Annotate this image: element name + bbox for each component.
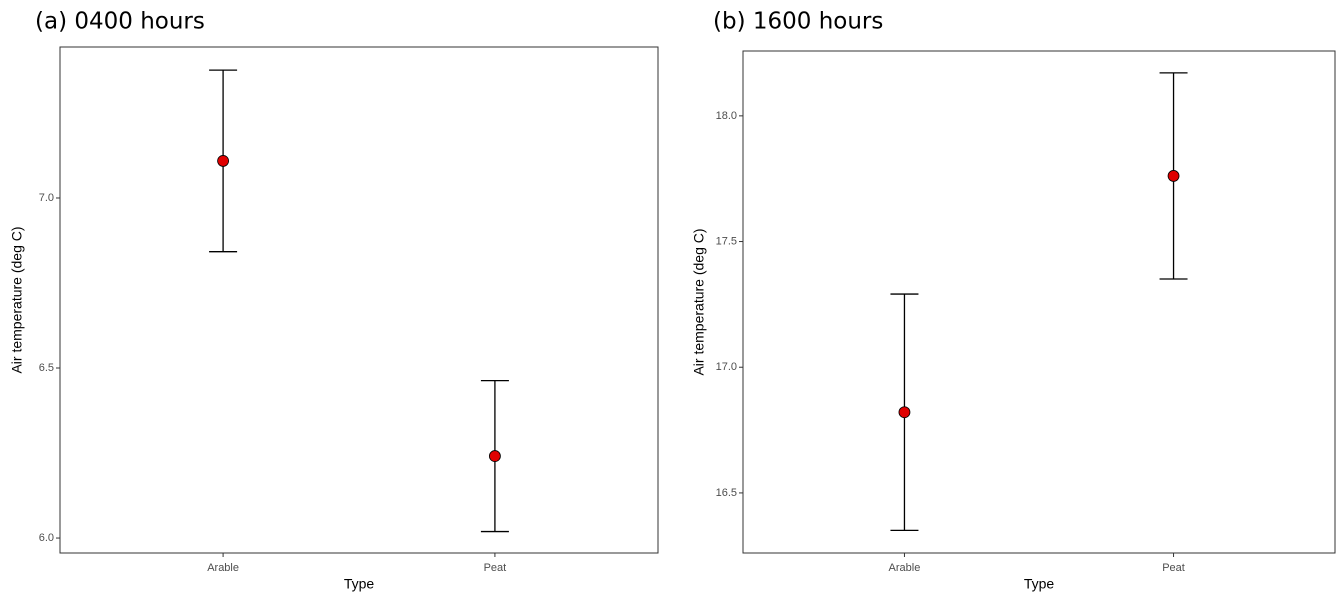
y-tick-label: 18.0 — [716, 110, 737, 122]
x-tick-label: Arable — [889, 562, 921, 574]
x-axis-title: Type — [1024, 576, 1055, 592]
x-tick-label: Peat — [484, 562, 507, 574]
x-axis-title: Type — [344, 576, 375, 592]
panel-title: (b) 1600 hours — [713, 9, 883, 35]
y-tick-label: 7.0 — [39, 192, 54, 204]
plot-frame — [742, 50, 1336, 554]
plot-frame — [59, 46, 659, 554]
x-tick-label: Peat — [1162, 562, 1185, 574]
y-axis-title: Air temperature (deg C) — [691, 228, 707, 375]
point — [898, 406, 911, 419]
point — [489, 450, 501, 462]
y-tick-label: 17.0 — [716, 361, 737, 373]
point — [1167, 170, 1180, 182]
point — [217, 155, 229, 167]
y-tick-label: 6.0 — [39, 532, 54, 544]
y-axis-title: Air temperature (deg C) — [9, 226, 25, 373]
y-tick-label: 17.5 — [716, 235, 737, 247]
y-tick-label: 16.5 — [716, 487, 737, 499]
panel-title: (a) 0400 hours — [35, 9, 205, 35]
y-tick-label: 6.5 — [39, 362, 54, 374]
x-tick-label: Arable — [207, 562, 239, 574]
